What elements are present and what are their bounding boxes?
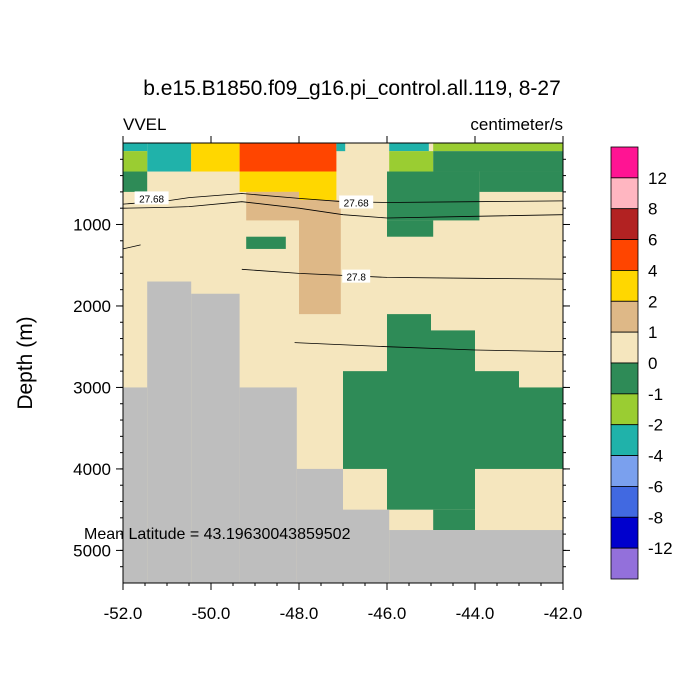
colorbar-label: 4 — [648, 261, 657, 280]
seafloor-cell — [147, 281, 192, 583]
seafloor-cell — [239, 387, 297, 583]
units-label: centimeter/s — [470, 115, 563, 134]
data-cell — [343, 371, 387, 469]
data-cell — [389, 143, 429, 152]
data-cell — [433, 151, 563, 172]
colorbar-label: 2 — [648, 292, 657, 311]
data-cell — [387, 314, 431, 510]
colorbar-swatch — [610, 270, 639, 302]
data-cell — [123, 151, 148, 172]
seafloor-cell — [343, 509, 390, 583]
colorbar-label: -1 — [648, 385, 663, 404]
colorbar-label: 6 — [648, 231, 657, 250]
density-contour — [122, 193, 564, 205]
contour-label-box — [134, 191, 169, 205]
data-cell — [431, 330, 475, 510]
data-cell — [336, 143, 346, 152]
data-cell — [387, 220, 434, 237]
data-cell — [239, 143, 337, 172]
colorbar-label: 8 — [648, 200, 657, 219]
data-cell — [239, 171, 299, 192]
density-contour — [294, 342, 564, 352]
contour-label: 27.68 — [344, 198, 369, 209]
data-cell — [479, 171, 563, 192]
plot-area: 27.68 27.68 27.8 -52.0 -50.0 -48.0 -46.0 -44.0… — [73, 136, 582, 623]
colorbar-swatch — [610, 424, 639, 456]
data-cell — [519, 387, 563, 469]
x-tick-label: -48.0 — [280, 604, 319, 623]
colorbar-label: 1 — [648, 323, 657, 342]
x-tick-label: -46.0 — [368, 604, 407, 623]
colorbar-swatch — [610, 516, 639, 549]
seafloor-cell — [389, 530, 563, 583]
colorbar-swatch — [610, 331, 639, 364]
data-cell — [433, 509, 475, 531]
data-cell — [123, 171, 148, 192]
data-cell — [123, 143, 148, 152]
data-cell — [191, 143, 240, 172]
colorbar-swatch — [610, 362, 639, 395]
x-tick-label: -44.0 — [456, 604, 495, 623]
contour-label-box — [339, 195, 374, 209]
y-tick-label: 3000 — [73, 378, 111, 397]
data-cell — [246, 236, 286, 249]
ticks-layer: -52.0 -50.0 -48.0 -46.0 -44.0 -42.0 1000 2000 30… — [73, 136, 582, 623]
colorbar-label: -6 — [648, 477, 663, 496]
colorbar-swatch — [610, 177, 639, 210]
contour-label: 27.68 — [139, 194, 164, 205]
colorbar-swatch — [610, 146, 639, 179]
colorbar-swatch — [610, 455, 639, 487]
density-contour — [122, 201, 564, 219]
colorbar-swatch — [610, 393, 639, 426]
colorbar-swatch — [610, 239, 639, 271]
colorbar-swatch — [610, 300, 639, 333]
y-tick-label: 5000 — [73, 541, 111, 560]
bathymetry-layer — [123, 281, 563, 583]
y-axis-label: Depth (m) — [14, 316, 37, 409]
y-tick-label: 4000 — [73, 460, 111, 479]
density-contour — [241, 268, 564, 280]
data-cell — [299, 200, 341, 315]
seafloor-cell — [296, 468, 343, 583]
contour-label: 27.8 — [346, 273, 366, 284]
x-tick-label: -50.0 — [192, 604, 231, 623]
data-cell — [389, 151, 434, 172]
chart-title: b.e15.B1850.f09_g16.pi_control.all.119, … — [143, 77, 561, 100]
mean-latitude-annotation: Mean Latitude = 43.19630043859502 — [84, 526, 351, 543]
colorbar-swatch — [610, 486, 639, 518]
data-cell — [299, 171, 337, 201]
x-tick-label: -52.0 — [104, 604, 143, 623]
data-cell — [246, 191, 299, 221]
contour-label-box — [342, 269, 371, 283]
y-tick-label: 1000 — [73, 215, 111, 234]
density-contour — [122, 244, 141, 250]
colorbar: 12 8 6 4 2 1 0 -1 -2 -4 -6 -8 -12 — [610, 146, 673, 580]
data-cell — [387, 171, 480, 221]
data-cell — [433, 143, 563, 152]
colorbar-swatch — [610, 208, 639, 240]
x-tick-label: -42.0 — [544, 604, 583, 623]
variable-name: VVEL — [123, 115, 166, 134]
seafloor-cell — [191, 293, 240, 583]
data-cell — [475, 371, 519, 469]
data-cell — [147, 143, 192, 172]
colorbar-label: -2 — [648, 416, 663, 435]
y-tick-label: 2000 — [73, 297, 111, 316]
colorbar-label: 12 — [648, 169, 667, 188]
colorbar-swatch — [610, 547, 639, 580]
colorbar-label: -4 — [648, 447, 663, 466]
colorbar-label: -12 — [648, 539, 673, 558]
colorbar-label: -8 — [648, 508, 663, 527]
colorbar-label: 0 — [648, 354, 657, 373]
seafloor-cell — [123, 387, 148, 583]
contour-layer: 27.68 27.68 27.8 — [122, 191, 564, 352]
